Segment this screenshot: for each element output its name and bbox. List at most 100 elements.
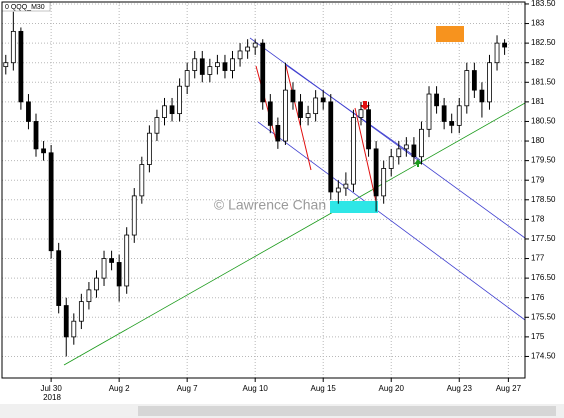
candle-body [464,70,470,107]
candle-body [214,62,220,68]
candle-body [131,195,137,236]
y-tick-label: 181.50 [531,77,556,86]
x-tick-label: Aug 2 [109,384,130,393]
candle-body [449,121,455,126]
candle-body [494,42,500,64]
red-line [354,107,378,207]
candle-body [41,148,46,154]
y-tick-label: 180 [531,136,545,145]
candles [3,11,507,357]
candle-body [396,148,402,158]
candle-body [139,164,145,197]
candle-body [479,89,485,103]
candle-body [237,50,243,60]
channel-line [257,121,526,321]
candle-body [71,320,77,338]
candle-body [456,105,462,126]
candle-body [403,144,409,150]
candle-body [230,58,235,71]
candle-body [441,105,447,122]
red-line [285,65,312,171]
down-arrow [360,101,370,110]
candle-body [411,144,417,158]
watermark: © Lawrence Chan [214,197,326,213]
candle-body [146,132,152,165]
y-tick-label: 176.50 [531,273,556,282]
candle-body [320,97,326,103]
y-tick-label: 179.50 [531,156,556,165]
candle-body [3,62,9,68]
y-tick-label: 175 [531,332,545,341]
y-tick-label: 183.50 [531,0,556,8]
cyan-box [330,201,378,213]
candle-body [48,152,54,252]
candle-body [154,117,160,134]
candle-body [381,168,387,197]
candle-body [343,183,349,189]
candle-body [26,101,31,122]
candle-body [305,113,311,118]
y-tick-label: 182 [531,58,545,67]
candle-body [124,234,130,287]
candle-body [10,30,16,64]
candle-body [162,105,167,118]
scrollbar-thumb[interactable] [138,406,556,416]
candle-body [313,97,319,115]
y-tick-label: 181 [531,97,545,106]
candle-body [267,101,273,126]
candle-body [78,301,84,322]
candle-body [434,93,439,107]
candle-body [373,148,379,197]
candle-body [56,250,62,306]
candle-body [86,289,92,303]
candle-body [101,258,107,279]
candle-body [33,121,39,150]
y-tick-label: 177 [531,254,545,263]
candle-body [351,117,356,185]
channel-line [249,37,526,239]
y-tick-label: 177.50 [531,234,556,243]
candle-body [18,30,24,103]
y-tick-label: 179 [531,175,545,184]
candle-body [283,89,288,142]
candle-body [222,62,228,71]
candle-body [199,58,205,75]
candle-body [298,101,303,118]
orange-box [436,26,464,42]
plot-frame [1,1,526,379]
x-tick-label: Aug 10 [243,384,269,393]
candle-body [366,109,371,150]
x-tick-label: Aug 27 [496,384,522,393]
candle-body [358,109,364,118]
year-label: 2018 [43,393,61,402]
candle-body [109,258,114,263]
drawings [63,26,526,366]
x-tick-label: Aug 23 [447,384,473,393]
candle-body [63,305,69,338]
candle-body [207,66,213,75]
x-tick-label: Aug 15 [311,384,337,393]
candle-body [419,128,424,158]
candle-body [471,70,477,91]
candle-body [290,89,296,103]
candle-body [252,42,258,48]
candle-body [487,62,492,103]
up-arrow [414,159,422,167]
candle-body [260,42,266,103]
candle-body [177,85,183,115]
candle-body [184,70,190,87]
grid [2,2,525,378]
candle-body [116,262,122,287]
y-tick-label: 183 [531,19,545,28]
y-tick-label: 182.50 [531,38,556,47]
trend-line [63,102,526,366]
red-line [255,65,277,141]
x-tick-label: Aug 20 [379,384,405,393]
y-tick-label: 176 [531,293,545,302]
candle-body [328,101,334,193]
x-tick-label: Aug 7 [177,384,198,393]
candle-body [426,93,432,130]
y-tick-label: 175.50 [531,312,556,321]
y-tick-label: 178 [531,214,545,223]
